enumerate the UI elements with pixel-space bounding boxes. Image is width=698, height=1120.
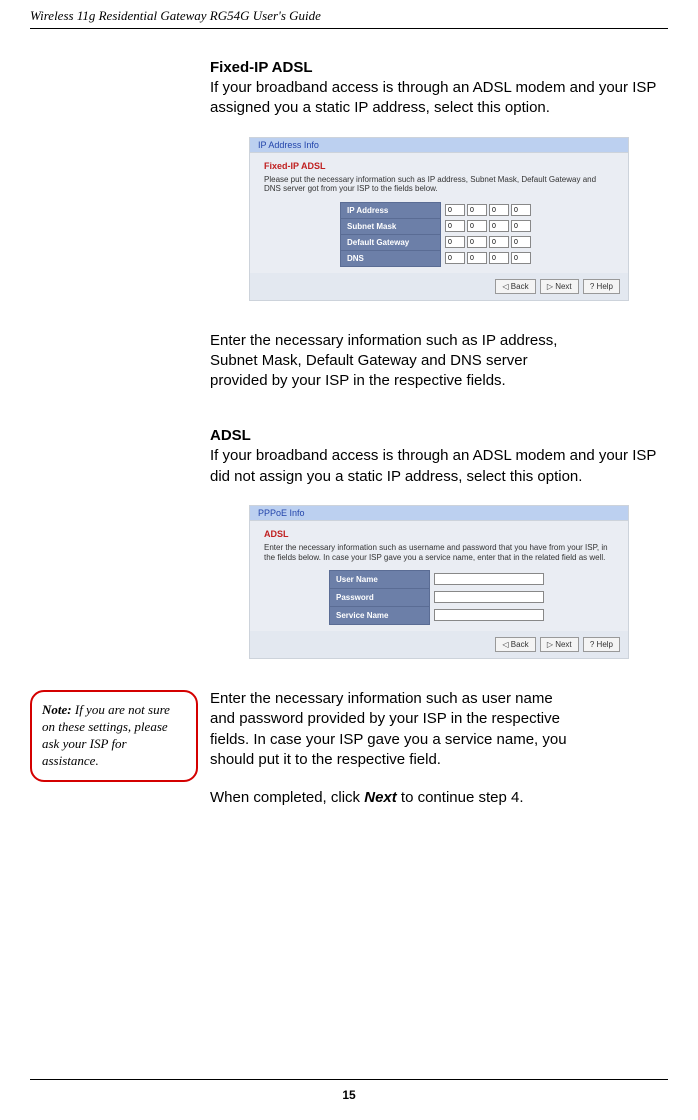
ip-octet[interactable]: 0 xyxy=(467,236,487,248)
ip-octet[interactable]: 0 xyxy=(445,204,465,216)
page-number: 15 xyxy=(0,1088,698,1102)
final-a: When completed, click xyxy=(210,789,364,806)
ip-octet[interactable]: 0 xyxy=(489,220,509,232)
row-username: User Name xyxy=(330,571,549,589)
ip-octet[interactable]: 0 xyxy=(445,220,465,232)
inputs-username xyxy=(430,571,549,589)
row-ip: IP Address 0000 xyxy=(341,202,538,218)
ip-octet[interactable]: 0 xyxy=(511,204,531,216)
panel2-buttons: ◁ Back ▷ Next ? Help xyxy=(250,631,628,658)
ip-field-table: IP Address 0000 Subnet Mask 0000 Default… xyxy=(340,202,538,267)
password-input[interactable] xyxy=(434,591,544,603)
panel1-titlebar: IP Address Info xyxy=(250,138,628,153)
label-ip: IP Address xyxy=(341,202,441,218)
ip-octet[interactable]: 0 xyxy=(511,252,531,264)
ip-octet[interactable]: 0 xyxy=(489,252,509,264)
label-service: Service Name xyxy=(330,607,430,625)
inputs-service xyxy=(430,607,549,625)
final-c: to continue step 4. xyxy=(397,789,524,806)
back-button[interactable]: ◁ Back xyxy=(495,637,535,652)
row-dns: DNS 0000 xyxy=(341,250,538,266)
ip-address-panel: IP Address Info Fixed-IP ADSL Please put… xyxy=(249,137,629,301)
panel1-desc: Please put the necessary information suc… xyxy=(264,175,614,194)
section2-title: ADSL xyxy=(210,427,668,444)
ip-octet[interactable]: 0 xyxy=(445,236,465,248)
note-callout: Note: If you are not sure on these setti… xyxy=(30,690,198,782)
panel2-desc: Enter the necessary information such as … xyxy=(264,543,614,562)
s2-outro-l4: should put it to the respective field. xyxy=(210,751,441,768)
label-dns: DNS xyxy=(341,250,441,266)
panel1-body: Fixed-IP ADSL Please put the necessary i… xyxy=(250,153,628,273)
s1-outro-l2: Subnet Mask, Default Gateway and DNS ser… xyxy=(210,352,528,369)
inputs-gateway: 0000 xyxy=(441,234,538,250)
label-username: User Name xyxy=(330,571,430,589)
label-password: Password xyxy=(330,589,430,607)
s2-outro-l1: Enter the necessary information such as … xyxy=(210,690,553,707)
section1-outro: Enter the necessary information such as … xyxy=(210,331,668,392)
next-button[interactable]: ▷ Next xyxy=(540,637,579,652)
ip-octet[interactable]: 0 xyxy=(467,220,487,232)
row-mask: Subnet Mask 0000 xyxy=(341,218,538,234)
s1-outro-l3: provided by your ISP in the respective f… xyxy=(210,372,506,389)
section2-intro: If your broadband access is through an A… xyxy=(210,446,668,487)
inputs-ip: 0000 xyxy=(441,202,538,218)
footer-rule xyxy=(30,1079,668,1080)
ip-octet[interactable]: 0 xyxy=(511,236,531,248)
ip-octet[interactable]: 0 xyxy=(467,252,487,264)
label-mask: Subnet Mask xyxy=(341,218,441,234)
s2-outro-l3: fields. In case your ISP gave you a serv… xyxy=(210,731,567,748)
panel2-subtitle: ADSL xyxy=(264,529,614,539)
ip-octet[interactable]: 0 xyxy=(511,220,531,232)
pppoe-panel: PPPoE Info ADSL Enter the necessary info… xyxy=(249,505,629,659)
ip-octet[interactable]: 0 xyxy=(467,204,487,216)
section2-outro: Enter the necessary information such as … xyxy=(210,689,668,770)
page-header: Wireless 11g Residential Gateway RG54G U… xyxy=(0,0,698,28)
next-button[interactable]: ▷ Next xyxy=(540,279,579,294)
ip-octet[interactable]: 0 xyxy=(445,252,465,264)
section1-title: Fixed-IP ADSL xyxy=(210,59,668,76)
final-line: When completed, click Next to continue s… xyxy=(210,788,668,808)
row-service: Service Name xyxy=(330,607,549,625)
pppoe-field-table: User Name Password Service Name xyxy=(329,570,549,625)
label-gateway: Default Gateway xyxy=(341,234,441,250)
help-button[interactable]: ? Help xyxy=(583,279,620,294)
note-label: Note: xyxy=(42,702,72,717)
s1-outro-l1: Enter the necessary information such as … xyxy=(210,332,557,349)
final-b: Next xyxy=(364,789,397,806)
section1-intro: If your broadband access is through an A… xyxy=(210,78,668,119)
inputs-dns: 0000 xyxy=(441,250,538,266)
row-gateway: Default Gateway 0000 xyxy=(341,234,538,250)
panel2-titlebar: PPPoE Info xyxy=(250,506,628,521)
s2-outro-l2: and password provided by your ISP in the… xyxy=(210,710,560,727)
ip-octet[interactable]: 0 xyxy=(489,204,509,216)
ip-octet[interactable]: 0 xyxy=(489,236,509,248)
panel1-buttons: ◁ Back ▷ Next ? Help xyxy=(250,273,628,300)
row-password: Password xyxy=(330,589,549,607)
header-rule xyxy=(30,28,668,29)
back-button[interactable]: ◁ Back xyxy=(495,279,535,294)
panel2-body: ADSL Enter the necessary information suc… xyxy=(250,521,628,631)
panel1-subtitle: Fixed-IP ADSL xyxy=(264,161,614,171)
username-input[interactable] xyxy=(434,573,544,585)
help-button[interactable]: ? Help xyxy=(583,637,620,652)
inputs-mask: 0000 xyxy=(441,218,538,234)
service-input[interactable] xyxy=(434,609,544,621)
inputs-password xyxy=(430,589,549,607)
